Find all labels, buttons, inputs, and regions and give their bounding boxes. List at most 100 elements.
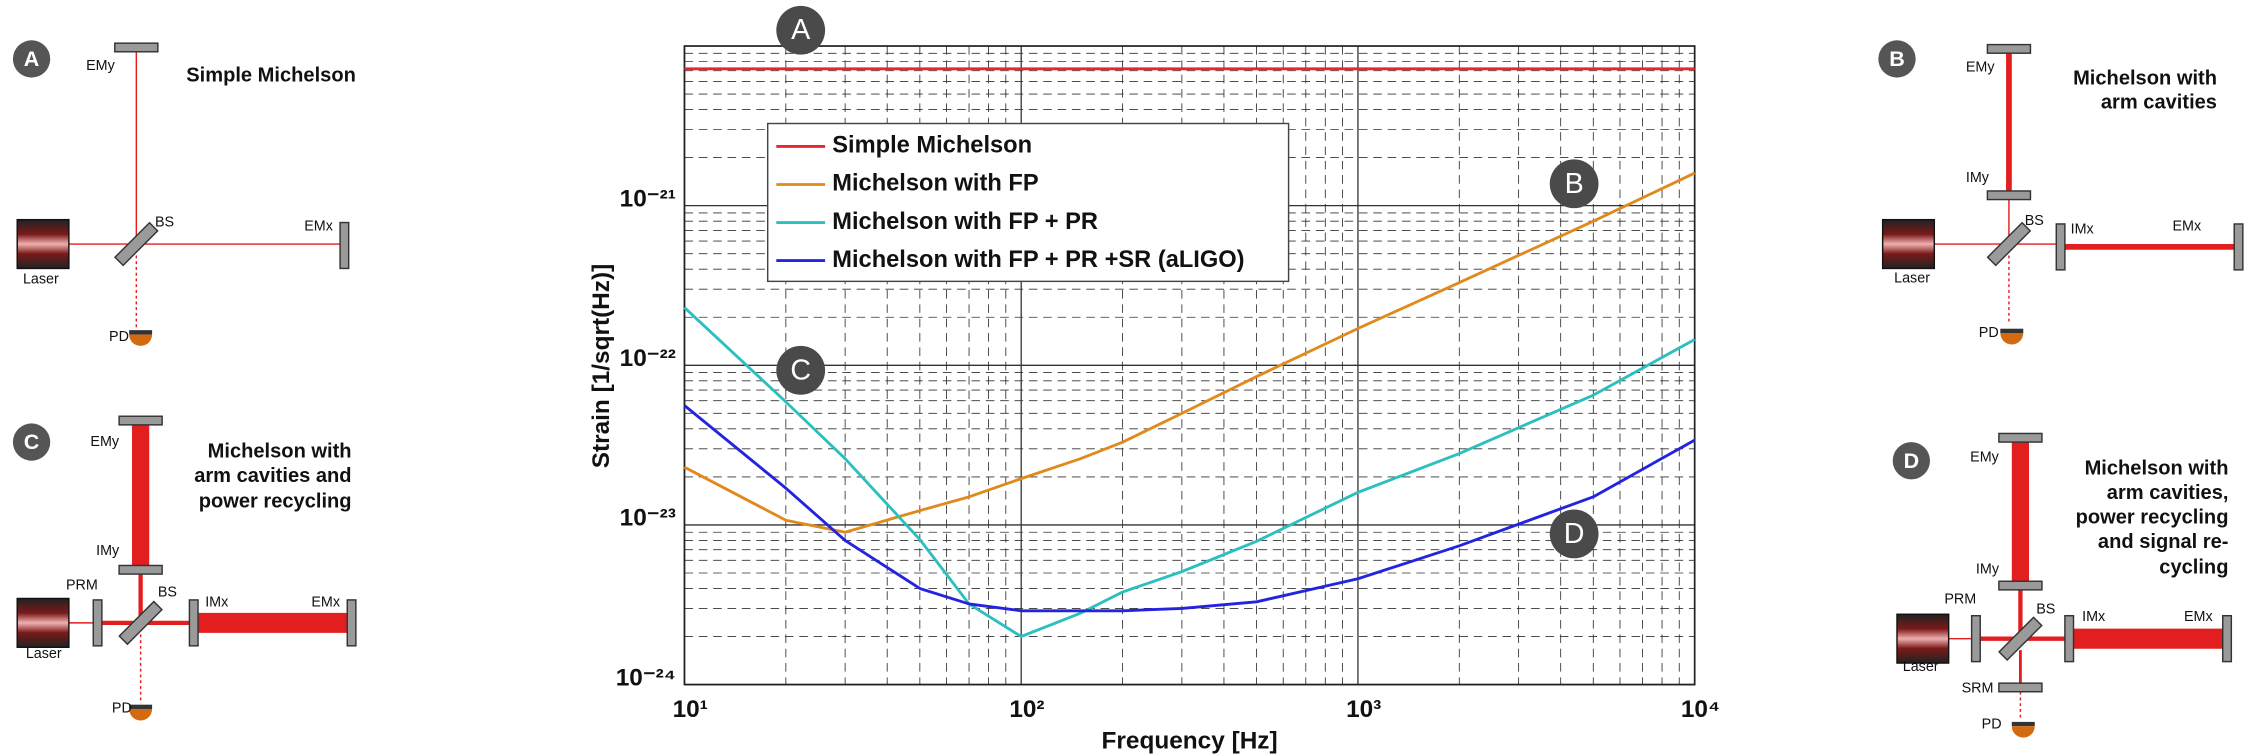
series-line — [683, 171, 1696, 534]
part-label: Laser — [1903, 659, 1939, 675]
laser — [16, 218, 70, 270]
legend-label: Simple Michelson — [832, 133, 1032, 159]
panel-letter: D — [1904, 449, 1920, 473]
part-label: Laser — [26, 646, 62, 662]
laser — [1896, 613, 1950, 664]
im-y — [118, 564, 163, 575]
panel-badge — [12, 423, 51, 461]
em-y — [118, 415, 163, 426]
em-y — [114, 42, 159, 53]
im-y — [1986, 190, 2032, 201]
part-label: EMy — [90, 434, 119, 450]
part-label: EMx — [304, 219, 333, 235]
annotation-label: D — [1564, 518, 1585, 550]
panel-title: Simple Michelson — [186, 64, 356, 86]
panel-letter: C — [24, 430, 40, 454]
part-label: BS — [158, 585, 177, 601]
part-label: BS — [2025, 213, 2044, 229]
em-x — [2233, 223, 2244, 271]
panel-b: B Michelson with arm cavities EMy IMy BS… — [1878, 40, 2244, 345]
part-label: BS — [155, 214, 174, 230]
pd — [129, 704, 153, 721]
part-label: IMy — [1976, 562, 2000, 578]
part-label: PRM — [66, 577, 98, 593]
part-label: PRM — [1944, 592, 1976, 608]
part-label: PD — [1982, 717, 2002, 733]
laser — [16, 597, 70, 648]
part-label: IMx — [205, 595, 229, 611]
im-x — [2064, 614, 2075, 663]
panel-title: power recycling — [199, 491, 352, 513]
part-label: EMy — [1970, 450, 1999, 466]
part-label: SRM — [1962, 681, 1994, 697]
panel-title: cycling — [2159, 557, 2228, 579]
panel-d: D Michelson with arm cavities, power rec… — [1892, 432, 2233, 738]
annotation-badge — [776, 5, 826, 55]
annotation-badge — [1549, 509, 1599, 559]
y-tick-label: 10⁻²¹ — [620, 185, 676, 212]
annotation-label: A — [791, 14, 811, 46]
plot-frame — [683, 45, 1696, 686]
prm — [92, 599, 103, 647]
panel-title: arm cavities — [2101, 92, 2217, 114]
prm — [1970, 614, 1981, 663]
panel-title: Michelson with — [2073, 67, 2217, 89]
part-label: PD — [1979, 325, 1999, 341]
part-label: PD — [112, 701, 132, 717]
part-label: EMy — [1966, 59, 1995, 75]
legend-box — [766, 122, 1290, 283]
em-x — [339, 221, 350, 270]
panel-badge — [1892, 442, 1931, 480]
x-tick-label: 10¹ — [673, 696, 708, 723]
panel-c: C Michelson with arm cavities and power … — [12, 415, 357, 721]
series-line — [683, 404, 1696, 613]
part-label: EMy — [86, 58, 115, 74]
pd — [129, 330, 153, 346]
legend-label: Michelson with FP — [832, 171, 1038, 197]
y-tick-label: 10⁻²⁴ — [616, 664, 676, 691]
series-line — [683, 306, 1696, 638]
em-x — [2222, 614, 2233, 663]
panel-title: power recycling — [2076, 506, 2229, 528]
chart: Frequency [Hz] Strain [1/sqrt(Hz)] 10¹ 10… — [588, 5, 1720, 754]
panel-title: arm cavities and — [194, 465, 351, 487]
im-x — [188, 599, 199, 647]
pd — [2011, 721, 2035, 738]
part-label: IMy — [1966, 170, 1990, 186]
part-label: Laser — [1894, 270, 1930, 286]
y-tick-label: 10⁻²² — [620, 345, 676, 372]
legend-label: Michelson with FP + PR +SR (aLIGO) — [832, 247, 1244, 273]
panel-title: and signal re- — [2098, 531, 2229, 553]
part-label: EMx — [311, 595, 340, 611]
panel-letter: B — [1889, 47, 1905, 71]
im-x — [2055, 223, 2066, 271]
part-label: IMx — [2071, 221, 2095, 237]
part-label: Laser — [23, 272, 59, 288]
part-label: PD — [109, 329, 129, 345]
em-y — [1986, 43, 2032, 54]
panel-letter: A — [24, 47, 40, 71]
panel-badge — [1878, 40, 1916, 78]
annotation-label: B — [1565, 168, 1584, 200]
em-y — [1998, 432, 2043, 443]
panel-title: Michelson with — [2085, 458, 2229, 480]
em-x — [346, 599, 357, 647]
panel-title: arm cavities, — [2107, 482, 2229, 504]
im-y — [1998, 580, 2043, 591]
x-axis-label: Frequency [Hz] — [1102, 727, 1278, 754]
panel-title: Michelson with — [208, 440, 352, 462]
annotation-badge — [1549, 159, 1599, 209]
legend-label: Michelson with FP + PR — [832, 209, 1098, 235]
x-tick-label: 10³ — [1346, 696, 1381, 723]
annotation-label: C — [790, 354, 811, 386]
annotation-badge — [776, 345, 826, 395]
panel-a: A Simple Michelson EMy BS EMx Laser PD — [12, 40, 356, 346]
part-label: EMx — [2173, 219, 2202, 235]
y-axis-label: Strain [1/sqrt(Hz)] — [588, 264, 615, 469]
part-label: EMx — [2184, 609, 2213, 625]
x-tick-label: 10⁴ — [1681, 696, 1720, 723]
x-tick-label: 10² — [1009, 696, 1044, 723]
part-label: IMx — [2082, 609, 2106, 625]
